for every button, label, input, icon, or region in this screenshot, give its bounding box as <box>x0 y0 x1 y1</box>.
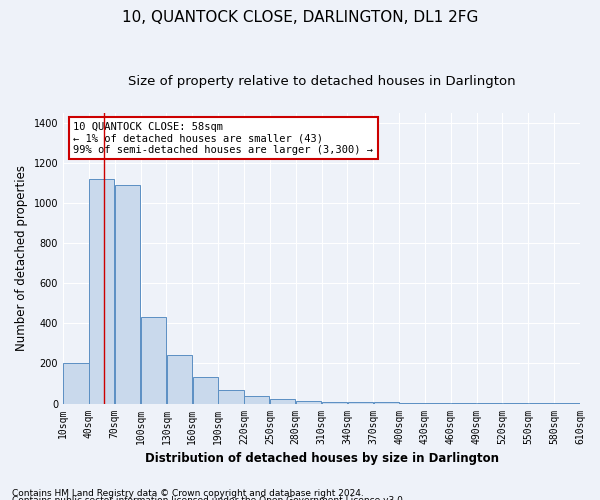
Y-axis label: Number of detached properties: Number of detached properties <box>15 165 28 351</box>
Title: Size of property relative to detached houses in Darlington: Size of property relative to detached ho… <box>128 75 515 88</box>
Bar <box>64 364 89 404</box>
Bar <box>218 390 244 404</box>
Bar <box>167 356 192 404</box>
Text: 10, QUANTOCK CLOSE, DARLINGTON, DL1 2FG: 10, QUANTOCK CLOSE, DARLINGTON, DL1 2FG <box>122 10 478 25</box>
Bar <box>141 318 166 404</box>
Bar <box>296 400 321 404</box>
Bar <box>89 179 115 404</box>
X-axis label: Distribution of detached houses by size in Darlington: Distribution of detached houses by size … <box>145 452 499 465</box>
Bar <box>400 402 425 404</box>
Text: Contains public sector information licensed under the Open Government Licence v3: Contains public sector information licen… <box>12 496 406 500</box>
Bar <box>322 402 347 404</box>
Bar <box>193 378 218 404</box>
Bar <box>374 402 399 404</box>
Bar <box>270 398 295 404</box>
Text: 10 QUANTOCK CLOSE: 58sqm
← 1% of detached houses are smaller (43)
99% of semi-de: 10 QUANTOCK CLOSE: 58sqm ← 1% of detache… <box>73 122 373 154</box>
Bar <box>425 403 451 404</box>
Bar <box>348 402 373 404</box>
Bar <box>244 396 269 404</box>
Bar <box>115 185 140 404</box>
Text: Contains HM Land Registry data © Crown copyright and database right 2024.: Contains HM Land Registry data © Crown c… <box>12 488 364 498</box>
